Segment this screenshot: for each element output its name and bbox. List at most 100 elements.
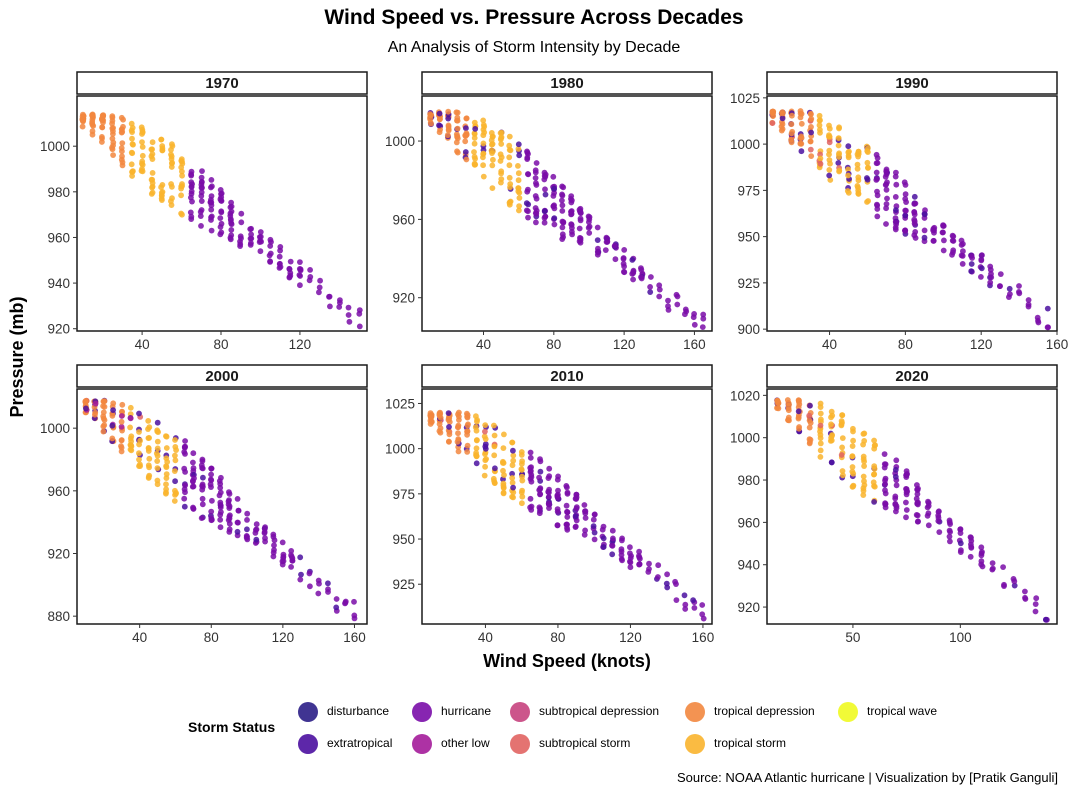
data-point — [497, 130, 504, 137]
data-point — [208, 465, 215, 472]
data-point — [127, 404, 134, 411]
data-point — [454, 125, 461, 132]
data-point — [796, 425, 802, 432]
data-point — [226, 503, 233, 510]
data-point — [163, 433, 169, 439]
data-point — [490, 156, 496, 163]
data-point — [154, 445, 161, 452]
data-point — [129, 129, 136, 136]
data-point — [537, 468, 544, 475]
data-point — [826, 167, 833, 173]
data-point — [518, 467, 525, 473]
data-point — [835, 160, 842, 166]
data-point — [287, 258, 294, 265]
data-point — [137, 437, 144, 444]
data-point — [101, 422, 108, 429]
data-point — [595, 245, 601, 252]
data-point — [149, 139, 156, 146]
y-tick-label: 975 — [392, 487, 415, 502]
data-point — [849, 464, 856, 470]
data-point — [603, 234, 610, 241]
data-point — [498, 141, 505, 147]
data-point — [915, 485, 921, 492]
data-point — [844, 188, 851, 194]
data-point — [864, 176, 871, 183]
data-point — [568, 208, 575, 214]
data-point — [839, 419, 845, 426]
data-point — [699, 602, 706, 608]
data-point — [911, 211, 918, 218]
data-point — [806, 412, 813, 419]
data-point — [1022, 588, 1028, 595]
data-point — [576, 206, 583, 213]
facet-strip — [76, 71, 368, 95]
chart-title: Wind Speed vs. Pressure Across Decades — [324, 6, 744, 29]
data-point — [533, 182, 540, 188]
data-point — [234, 528, 241, 535]
legend-label: subtropical storm — [539, 736, 631, 750]
data-point — [315, 590, 322, 597]
data-point — [509, 439, 516, 446]
data-point — [199, 483, 206, 489]
data-point — [198, 179, 205, 186]
data-point — [1044, 305, 1051, 312]
facet-strip-label: 1970 — [205, 75, 238, 92]
data-point — [572, 513, 579, 520]
data-point — [446, 424, 452, 430]
data-point — [127, 415, 134, 422]
data-point — [489, 150, 495, 157]
data-point — [506, 142, 513, 149]
data-point — [154, 452, 161, 459]
data-point — [208, 471, 215, 478]
data-point — [816, 122, 823, 129]
facet-strip-label: 2000 — [205, 368, 238, 385]
data-point — [600, 544, 607, 550]
data-point — [306, 277, 313, 284]
data-point — [506, 199, 513, 206]
data-point — [179, 172, 186, 179]
data-point — [979, 563, 986, 570]
data-point — [500, 490, 507, 497]
data-point — [893, 219, 899, 226]
data-point — [817, 440, 824, 447]
data-point — [288, 548, 295, 554]
data-point — [527, 495, 534, 502]
y-tick-label: 940 — [737, 558, 760, 573]
data-point — [79, 123, 86, 130]
data-point — [118, 413, 125, 419]
data-point — [664, 571, 670, 578]
data-point — [542, 191, 549, 198]
data-point — [864, 199, 870, 205]
data-point — [139, 139, 145, 146]
data-point — [118, 418, 125, 425]
data-point — [564, 526, 571, 533]
data-point — [829, 433, 835, 439]
data-point — [463, 125, 469, 132]
data-point — [892, 493, 899, 500]
data-point — [471, 130, 478, 137]
data-point — [817, 129, 823, 136]
data-point — [171, 498, 178, 504]
data-point — [826, 147, 833, 154]
data-point — [551, 215, 558, 222]
y-tick-label: 920 — [737, 600, 760, 615]
data-point — [950, 247, 957, 254]
data-point — [270, 533, 277, 540]
panel-border — [421, 388, 713, 625]
data-point — [656, 282, 663, 289]
data-point — [188, 194, 194, 201]
data-point — [179, 168, 185, 175]
data-point — [636, 554, 643, 561]
facet-strip — [421, 364, 713, 388]
legend-label: tropical storm — [714, 736, 787, 750]
data-point — [922, 207, 928, 214]
data-point — [128, 442, 135, 449]
data-point — [483, 456, 489, 462]
data-point — [816, 112, 823, 119]
data-point — [629, 257, 636, 263]
data-point — [172, 457, 179, 464]
data-point — [217, 516, 224, 523]
data-point — [297, 282, 303, 289]
data-point — [946, 527, 953, 534]
legend-label: hurricane — [441, 704, 492, 718]
